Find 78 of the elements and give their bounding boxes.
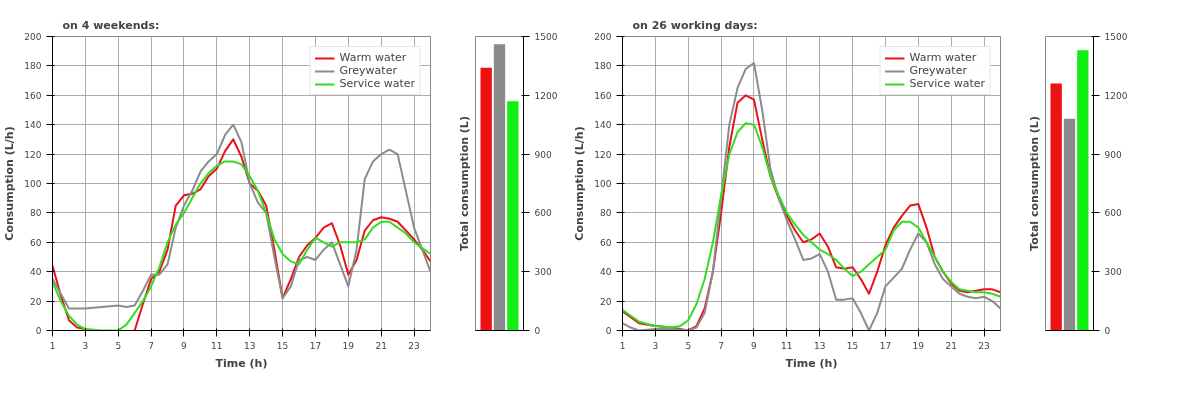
y-tick-label: 600	[534, 208, 552, 219]
bar	[480, 67, 492, 331]
x-tick-label: 1	[619, 340, 626, 351]
bar	[507, 101, 519, 331]
legend-label: Greywater	[339, 64, 397, 77]
y-tick-label: 0	[605, 326, 612, 336]
legend-label: Warm water	[909, 51, 977, 64]
y-tick-label: 300	[534, 267, 552, 278]
y-tick-label: 200	[24, 32, 42, 42]
y-tick-label: 20	[30, 296, 42, 307]
x-tick-label: 9	[751, 340, 758, 351]
y-tick-label: 80	[30, 208, 42, 219]
x-tick-label: 5	[115, 340, 122, 351]
bar	[493, 44, 506, 331]
legend-label: Service water	[339, 77, 415, 90]
y-tick-label: 80	[600, 208, 612, 219]
y-tick-label: 20	[600, 296, 612, 307]
y-tick-label: 900	[534, 149, 552, 160]
x-tick-label: 3	[652, 340, 659, 351]
y-tick-label: 1200	[534, 90, 558, 101]
legend-label: Service water	[909, 77, 985, 90]
y-tick-label: 100	[24, 179, 42, 189]
x-tick-label: 17	[879, 340, 892, 351]
y-tick-label: 100	[594, 179, 612, 189]
y-tick-label: 120	[594, 149, 612, 160]
y-tick-label: 1500	[534, 32, 558, 42]
x-tick-label: 17	[309, 340, 322, 351]
chart-title: on 26 working days:	[632, 18, 758, 32]
y-tick-label: 140	[594, 120, 612, 131]
bar	[1077, 50, 1089, 331]
y-tick-label: 0	[534, 326, 541, 336]
x-axis-title: Time (h)	[785, 356, 838, 370]
x-tick-label: 7	[718, 340, 724, 351]
x-tick-label: 5	[685, 340, 692, 351]
x-tick-label: 11	[781, 340, 793, 351]
x-tick-label: 19	[342, 340, 355, 351]
y-tick-label: 40	[30, 267, 42, 278]
x-tick-label: 1	[49, 340, 56, 351]
x-tick-label: 3	[82, 340, 89, 351]
y-tick-label: 1200	[1104, 90, 1128, 101]
x-tick-label: 11	[211, 340, 223, 351]
bar	[1063, 118, 1076, 331]
y-tick-label: 1500	[1104, 32, 1128, 42]
x-tick-label: 21	[945, 340, 957, 351]
x-tick-label: 19	[912, 340, 925, 351]
x-tick-label: 21	[375, 340, 387, 351]
y-tick-label: 140	[24, 120, 42, 131]
legend-label: Warm water	[339, 51, 407, 64]
y-axis-title: Consumption (L/h)	[3, 126, 17, 241]
chart-title: on 4 weekends:	[62, 18, 160, 32]
y-tick-label: 160	[24, 90, 42, 101]
y-tick-label: 40	[600, 267, 612, 278]
y-axis-title: Total consumption (L)	[1027, 116, 1041, 251]
x-tick-label: 15	[846, 340, 859, 351]
y-tick-label: 300	[1104, 267, 1122, 278]
y-axis-title: Consumption (L/h)	[573, 126, 587, 241]
x-axis-title: Time (h)	[215, 356, 268, 370]
y-tick-label: 180	[24, 61, 42, 72]
y-tick-label: 120	[24, 149, 42, 160]
y-tick-label: 600	[1104, 208, 1122, 219]
y-tick-label: 200	[594, 32, 612, 42]
legend-label: Greywater	[909, 64, 967, 77]
x-tick-label: 23	[408, 340, 420, 351]
x-tick-label: 7	[148, 340, 154, 351]
x-tick-label: 23	[978, 340, 990, 351]
x-tick-label: 9	[181, 340, 188, 351]
y-tick-label: 160	[594, 90, 612, 101]
x-tick-label: 15	[276, 340, 289, 351]
y-tick-label: 60	[600, 237, 612, 248]
y-tick-label: 60	[30, 237, 42, 248]
x-tick-label: 13	[813, 340, 826, 351]
y-axis-title: Total consumption (L)	[457, 116, 471, 251]
y-tick-label: 0	[1104, 326, 1111, 336]
y-tick-label: 0	[35, 326, 42, 336]
bar	[1050, 83, 1062, 331]
x-tick-label: 13	[243, 340, 256, 351]
y-tick-label: 180	[594, 61, 612, 72]
y-tick-label: 900	[1104, 149, 1122, 160]
